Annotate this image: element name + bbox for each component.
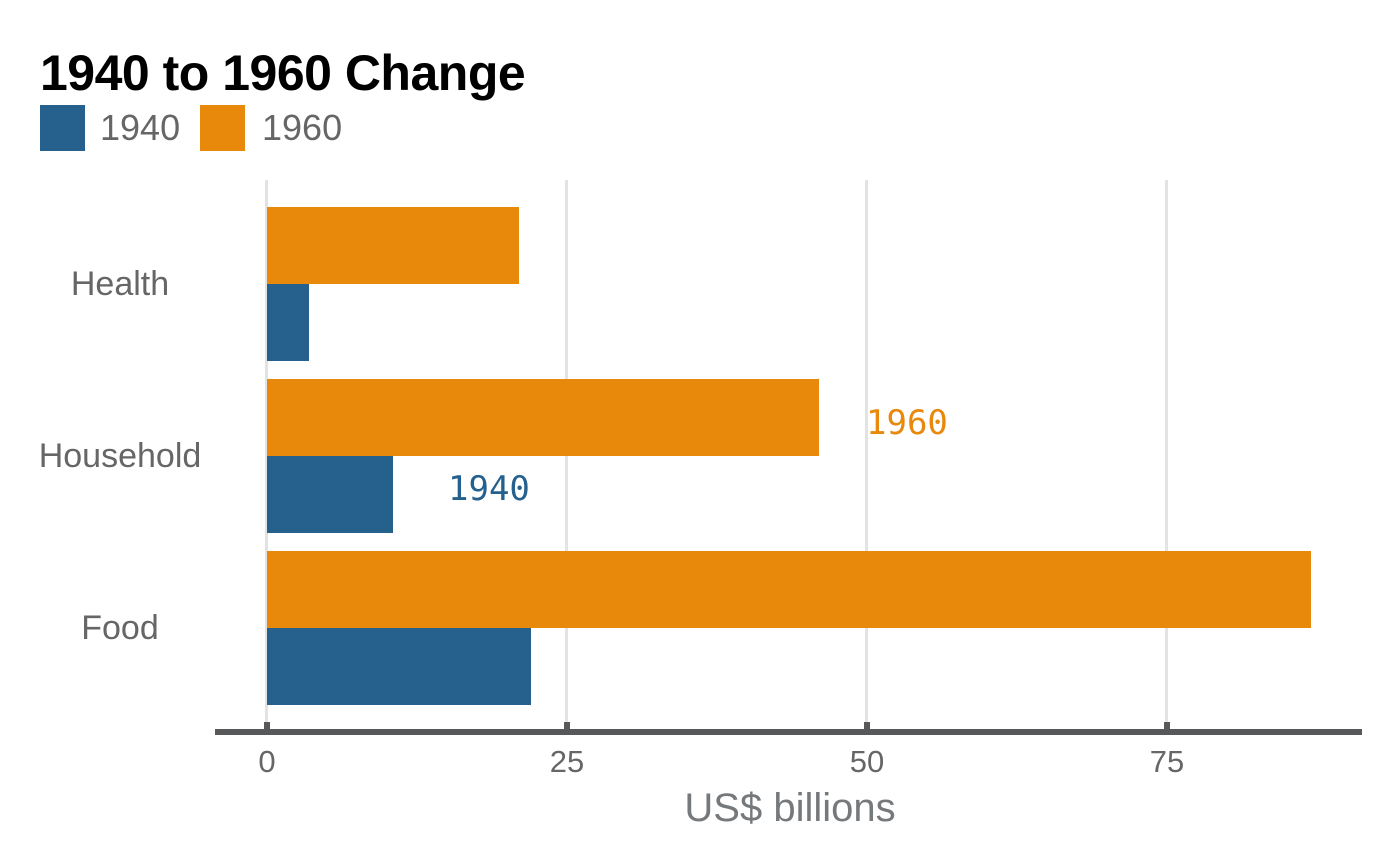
bar-1960-health	[267, 207, 519, 284]
legend-swatch-1960	[200, 105, 245, 151]
gridline-75	[1165, 180, 1168, 729]
legend-swatch-1940	[40, 105, 85, 151]
tick-label-25: 25	[549, 744, 585, 779]
bar-1940-health	[267, 284, 309, 361]
category-label-household: Household	[38, 437, 202, 475]
gridline-50	[865, 180, 868, 729]
bar-1960-food	[267, 551, 1311, 628]
tick-mark-0	[264, 722, 270, 730]
legend-label-1960: 1960	[262, 107, 343, 148]
tick-label-50: 50	[849, 744, 885, 779]
gridline-0	[265, 180, 268, 729]
category-label-health: Health	[70, 265, 170, 303]
bar-1940-household	[267, 456, 393, 533]
tick-mark-50	[864, 722, 870, 730]
category-label-food: Food	[81, 609, 159, 647]
tick-mark-25	[564, 722, 570, 730]
tick-label-75: 75	[1149, 744, 1185, 779]
x-axis-line	[215, 729, 1362, 735]
bar-1960-household	[267, 379, 819, 456]
tick-mark-75	[1164, 722, 1170, 730]
legend-label-1940: 1940	[100, 107, 181, 148]
bar-annotation-1960: 1960	[866, 403, 948, 443]
x-axis-title: US$ billions	[684, 786, 896, 830]
chart-title: 1940 to 1960 Change	[40, 45, 526, 101]
tick-label-0: 0	[258, 744, 276, 779]
bar-1940-food	[267, 628, 531, 705]
bar-annotation-1940: 1940	[448, 469, 530, 509]
